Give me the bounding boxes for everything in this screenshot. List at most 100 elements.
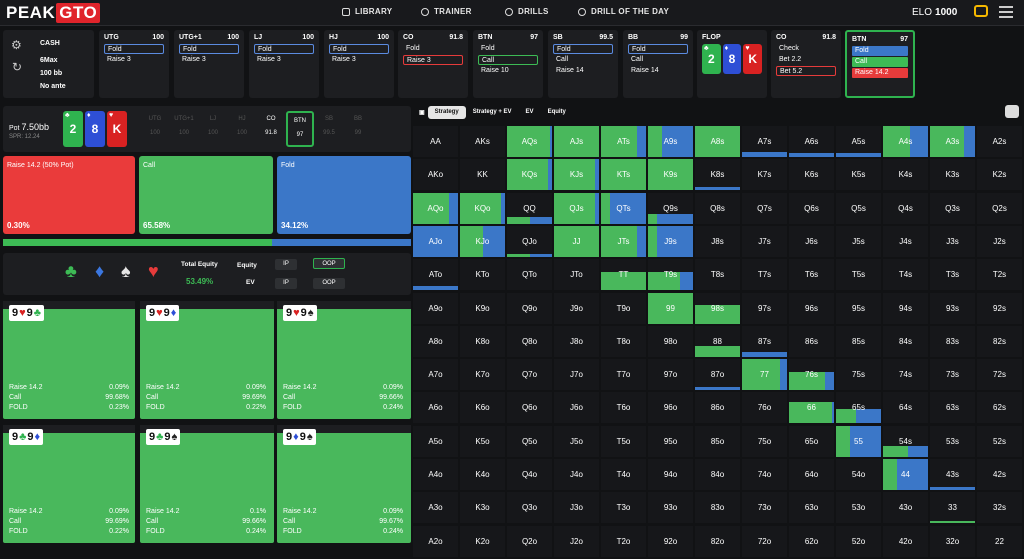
range-cell[interactable]: T9s bbox=[648, 259, 693, 291]
range-cell[interactable]: QTs bbox=[601, 192, 646, 224]
range-cell[interactable]: AKo bbox=[413, 159, 458, 191]
range-cell[interactable]: QJo bbox=[507, 225, 552, 257]
range-cell[interactable]: 72s bbox=[977, 359, 1022, 391]
range-cell[interactable]: 96o bbox=[648, 392, 693, 424]
range-cell[interactable]: J9s bbox=[648, 225, 693, 257]
range-cell[interactable]: J2o bbox=[554, 525, 599, 557]
range-cell[interactable]: A9o bbox=[413, 292, 458, 324]
range-cell[interactable]: Q6o bbox=[507, 392, 552, 424]
position-action[interactable]: Fold bbox=[481, 45, 495, 52]
nav-drill-of-day[interactable]: DRILL OF THE DAY bbox=[578, 7, 669, 16]
range-cell[interactable]: A5s bbox=[836, 126, 881, 157]
range-cell[interactable]: 53s bbox=[930, 425, 975, 457]
range-cell[interactable]: A6o bbox=[413, 392, 458, 424]
range-cell[interactable]: TT bbox=[601, 259, 646, 291]
range-cell[interactable]: 83s bbox=[930, 325, 975, 357]
range-cell[interactable]: J6o bbox=[554, 392, 599, 424]
range-cell[interactable]: KTo bbox=[460, 259, 505, 291]
position-action[interactable]: Fold bbox=[553, 44, 613, 54]
range-cell[interactable]: 54o bbox=[836, 459, 881, 490]
range-cell[interactable]: J7s bbox=[742, 225, 787, 257]
strategy-raise[interactable]: Raise 14.2 (50% Pot) 0.30% bbox=[3, 156, 135, 234]
equity-ip-toggle[interactable]: IP bbox=[275, 259, 297, 270]
position-action[interactable]: Raise 3 bbox=[332, 56, 356, 63]
range-cell[interactable]: 66 bbox=[789, 392, 834, 424]
range-cell[interactable]: T7o bbox=[601, 359, 646, 391]
chat-icon[interactable] bbox=[974, 5, 988, 17]
range-cell[interactable]: 63o bbox=[789, 492, 834, 524]
diamond-suit-filter[interactable]: ♦ bbox=[95, 261, 105, 281]
range-cell[interactable]: Q4s bbox=[883, 192, 928, 224]
range-cell[interactable]: AJo bbox=[413, 225, 458, 257]
logo[interactable]: PEAK GTO bbox=[6, 3, 101, 23]
range-cell[interactable]: AJs bbox=[554, 126, 599, 157]
nav-library[interactable]: LIBRARY bbox=[342, 7, 392, 16]
range-cell[interactable]: T6s bbox=[789, 259, 834, 291]
range-cell[interactable]: A4s bbox=[883, 126, 928, 157]
range-cell[interactable]: A9s bbox=[648, 126, 693, 157]
range-cell[interactable]: QJs bbox=[554, 192, 599, 224]
combo-card[interactable]: 9 ♥ 9 ♦ Raise 14.2 0.09% Call 99.69% FOLD 0.22% bbox=[140, 301, 274, 419]
range-cell[interactable]: 88 bbox=[695, 325, 740, 357]
position-action[interactable]: Raise 3 bbox=[403, 55, 463, 65]
range-cell[interactable]: 99 bbox=[648, 292, 693, 324]
range-cell[interactable]: 84s bbox=[883, 325, 928, 357]
range-cell[interactable]: A7o bbox=[413, 359, 458, 391]
range-cell[interactable]: 65o bbox=[789, 425, 834, 457]
position-action[interactable]: Fold bbox=[179, 44, 239, 54]
range-cell[interactable]: K3o bbox=[460, 492, 505, 524]
range-cell[interactable]: 86o bbox=[695, 392, 740, 424]
range-cell[interactable]: Q2o bbox=[507, 525, 552, 557]
tab-equity[interactable]: Equity bbox=[547, 109, 566, 115]
mini-seat-co[interactable]: CO 91.8 bbox=[257, 111, 285, 147]
spade-suit-filter[interactable]: ♠ bbox=[121, 261, 131, 281]
range-cell[interactable]: J7o bbox=[554, 359, 599, 391]
range-cell[interactable]: KTs bbox=[601, 159, 646, 191]
range-cell[interactable]: Q5o bbox=[507, 425, 552, 457]
range-cell[interactable]: KQo bbox=[460, 192, 505, 224]
range-cell[interactable]: A8s bbox=[695, 126, 740, 157]
range-cell[interactable]: Q3o bbox=[507, 492, 552, 524]
range-cell[interactable]: 52o bbox=[836, 525, 881, 557]
range-cell[interactable]: A4o bbox=[413, 459, 458, 490]
range-cell[interactable]: K4s bbox=[883, 159, 928, 191]
range-cell[interactable]: 52s bbox=[977, 425, 1022, 457]
range-cell[interactable]: K6o bbox=[460, 392, 505, 424]
range-cell[interactable]: 32o bbox=[930, 525, 975, 557]
range-cell[interactable]: 33 bbox=[930, 492, 975, 524]
range-cell[interactable]: A3s bbox=[930, 126, 975, 157]
position-action[interactable]: Raise 3 bbox=[182, 56, 206, 63]
action-check[interactable]: Check bbox=[779, 45, 799, 52]
gear-icon[interactable]: ⚙ bbox=[11, 38, 22, 52]
range-cell[interactable]: ATo bbox=[413, 259, 458, 291]
mini-seat-sb[interactable]: SB 99.5 bbox=[315, 111, 343, 147]
range-cell[interactable]: 85o bbox=[695, 425, 740, 457]
range-cell[interactable]: J5s bbox=[836, 225, 881, 257]
range-cell[interactable]: K8s bbox=[695, 159, 740, 191]
tab-ev[interactable]: EV bbox=[525, 109, 534, 115]
range-cell[interactable]: 97s bbox=[742, 292, 787, 324]
action-fold[interactable]: Fold bbox=[852, 46, 908, 56]
mini-seat-utgplus1[interactable]: UTG+1 100 bbox=[170, 111, 198, 147]
range-cell[interactable]: A7s bbox=[742, 126, 787, 157]
range-cell[interactable]: AKs bbox=[460, 126, 505, 157]
mini-seat-lj[interactable]: LJ 100 bbox=[199, 111, 227, 147]
range-cell[interactable]: JTo bbox=[554, 259, 599, 291]
range-cell[interactable]: 86s bbox=[789, 325, 834, 357]
range-cell[interactable]: 77 bbox=[742, 359, 787, 391]
range-cell[interactable]: Q2s bbox=[977, 192, 1022, 224]
action-bet-small[interactable]: Bet 2.2 bbox=[779, 56, 802, 63]
range-cell[interactable]: T4o bbox=[601, 459, 646, 490]
range-cell[interactable]: Q4o bbox=[507, 459, 552, 490]
range-cell[interactable]: 92s bbox=[977, 292, 1022, 324]
position-action[interactable]: Raise 14 bbox=[556, 67, 584, 74]
range-cell[interactable]: ATs bbox=[601, 126, 646, 157]
range-cell[interactable]: 63s bbox=[930, 392, 975, 424]
menu-icon[interactable] bbox=[999, 6, 1013, 18]
range-cell[interactable]: 75o bbox=[742, 425, 787, 457]
position-action[interactable]: Fold bbox=[254, 44, 314, 54]
range-cell[interactable]: T2o bbox=[601, 525, 646, 557]
position-action[interactable]: Fold bbox=[104, 44, 164, 54]
nav-trainer[interactable]: TRAINER bbox=[421, 7, 472, 16]
range-cell[interactable]: 83o bbox=[695, 492, 740, 524]
